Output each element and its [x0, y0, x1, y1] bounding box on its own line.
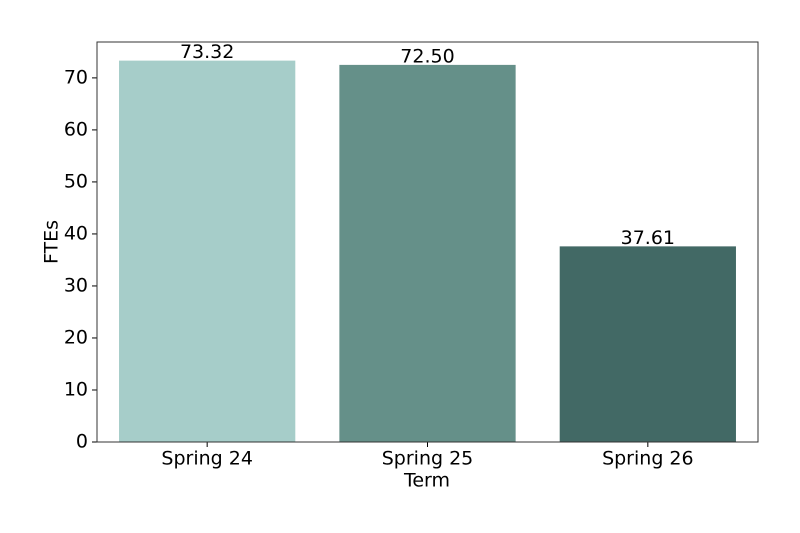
bar: [339, 64, 516, 442]
x-tick-label: Spring 25: [382, 448, 474, 470]
y-tick-label: 30: [64, 274, 88, 296]
y-tick-label: 70: [64, 66, 88, 88]
y-tick-label: 50: [64, 170, 88, 192]
y-axis-label: FTEs: [41, 220, 63, 264]
value-label: 73.32: [180, 41, 234, 63]
bar: [119, 60, 296, 443]
value-label: 72.50: [400, 45, 454, 67]
x-tick-label: Spring 26: [602, 448, 694, 470]
y-tick-label: 20: [64, 326, 88, 348]
y-tick-label: 60: [64, 118, 88, 140]
y-tick-label: 10: [64, 378, 88, 400]
x-axis-label: Term: [403, 470, 450, 492]
value-label: 37.61: [621, 227, 675, 249]
plot-frame: [96, 41, 759, 443]
y-tick-label: 40: [64, 222, 88, 244]
x-tick-label: Spring 24: [161, 448, 253, 470]
bar: [559, 246, 736, 442]
y-tick-label: 0: [76, 431, 88, 453]
